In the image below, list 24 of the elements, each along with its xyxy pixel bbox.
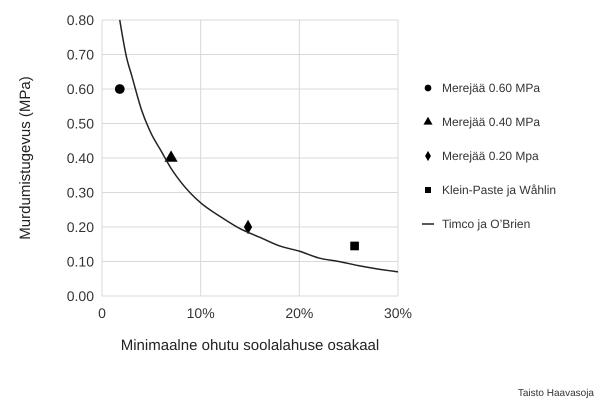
legend-label: Merejää 0.60 MPa: [442, 81, 540, 96]
y-tick-label: 0.50: [66, 115, 94, 132]
legend-label: Timco ja O’Brien: [442, 217, 530, 232]
y-tick-label: 0.80: [66, 12, 94, 28]
x-tick-label: 30%: [384, 305, 412, 321]
y-tick-label: 0.20: [66, 218, 94, 235]
x-tick-label: 20%: [285, 305, 314, 321]
y-tick-label: 0.00: [66, 288, 94, 304]
y-tick-label: 0.30: [66, 184, 94, 200]
x-tick-label: 10%: [186, 305, 215, 321]
legend-label: Merejää 0.20 Mpa: [442, 149, 540, 164]
line-series: [119, 19, 399, 273]
x-tick-label: 0: [98, 305, 106, 321]
point: [350, 242, 359, 250]
y-tick-label: 0.70: [66, 46, 94, 62]
text: Taisto Haavasoja: [518, 388, 594, 399]
y-tick-label: 0.60: [66, 80, 94, 97]
legend-label: Merejää 0.40 MPa: [442, 115, 540, 130]
point: [114, 84, 125, 94]
y-tick-label: 0.40: [66, 150, 94, 166]
y-axis-title: Murdumistugevus (MPa): [17, 76, 34, 240]
x-axis-title: Minimaalne ohutu soolalahuse osakaal: [120, 337, 380, 354]
legend-label: Klein-Paste ja Wåhlin: [442, 183, 556, 198]
y-tick-label: 0.10: [66, 253, 94, 270]
